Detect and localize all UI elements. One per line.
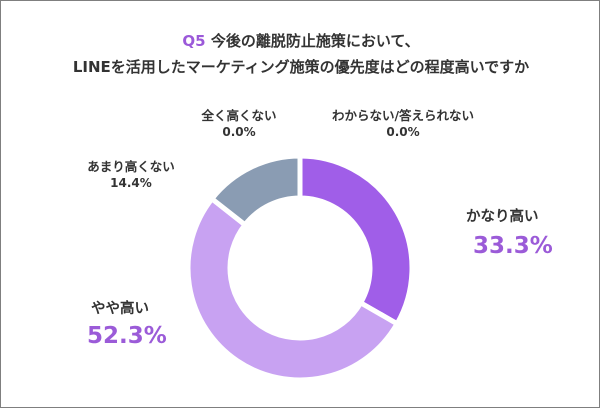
- label-amari: あまり高くない: [87, 159, 175, 174]
- value-wakaranai: 0.0%: [386, 125, 420, 139]
- question-number: Q5: [182, 32, 206, 50]
- label-zenku: 全く高くない: [201, 108, 277, 123]
- value-amari: 14.4%: [110, 176, 152, 190]
- chart-title-line2: LINEを活用したマーケティング施策の優先度はどの程度高いですか: [72, 58, 530, 76]
- value-zenku: 0.0%: [222, 125, 256, 139]
- label-kanari: かなり高い: [466, 209, 539, 225]
- donut-slice-0: [297, 153, 415, 327]
- title-line1-text: 今後の離脱防止施策において、: [210, 32, 420, 50]
- label-wakaranai: わからない/答えられない: [331, 108, 475, 123]
- value-kanari: 33.3%: [473, 233, 553, 259]
- donut-slice-1: [185, 196, 400, 383]
- donut-slice-2: [209, 153, 303, 228]
- value-yaya: 52.3%: [87, 323, 167, 349]
- label-yaya: やや高い: [91, 301, 149, 317]
- chart-title-line1: Q5 今後の離脱防止施策において、: [1, 31, 600, 51]
